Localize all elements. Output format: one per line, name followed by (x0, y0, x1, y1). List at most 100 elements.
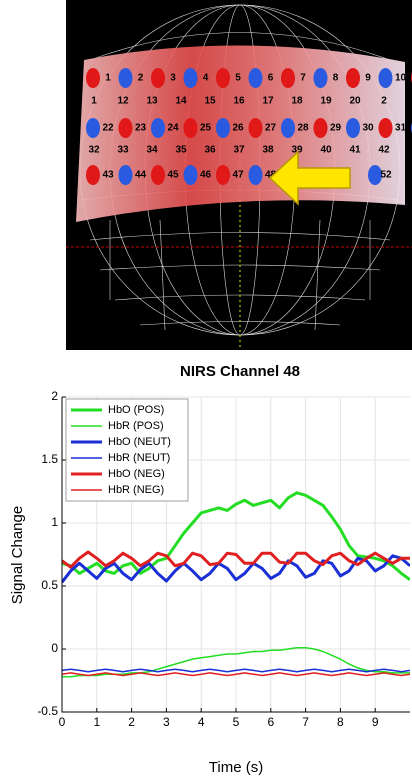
channel-label: 36 (204, 145, 216, 156)
optode (86, 118, 100, 138)
y-tick-label: -0.5 (37, 704, 58, 718)
optode (248, 118, 263, 138)
y-tick-label: 2 (51, 389, 58, 403)
channel-label: 44 (135, 170, 147, 181)
channel-label: 28 (297, 123, 309, 134)
channel-label: 10 (395, 73, 407, 84)
optode (248, 165, 263, 185)
optode (216, 165, 230, 185)
series-line (62, 550, 410, 569)
channel-label: 12 (117, 96, 129, 107)
channel-label: 39 (291, 145, 303, 156)
channel-label: 4 (203, 73, 209, 84)
channel-label: 5 (235, 73, 241, 84)
y-tick-label: 1 (51, 515, 58, 529)
channel-label: 6 (268, 73, 274, 84)
x-tick-label: 5 (233, 715, 240, 729)
optode-layer (86, 68, 412, 185)
optode (248, 68, 263, 88)
channel-label: 38 (262, 145, 274, 156)
channel-label: 19 (320, 96, 332, 107)
channel-label: 52 (380, 170, 392, 181)
legend-label: HbR (POS) (108, 420, 164, 432)
series-line (62, 646, 410, 678)
optode (346, 68, 360, 88)
optode (378, 118, 393, 138)
channel-label: 20 (349, 96, 361, 107)
optode (216, 118, 230, 138)
y-tick-label: 1.5 (41, 452, 58, 466)
channel-label: 3 (170, 73, 176, 84)
optode (86, 165, 100, 185)
channel-label: 30 (362, 123, 374, 134)
x-tick-label: 9 (372, 715, 379, 729)
channel-label: 40 (320, 145, 332, 156)
channel-label: 25 (200, 123, 212, 134)
channel-label: 35 (175, 145, 187, 156)
optode (183, 68, 198, 88)
channel-label: 24 (167, 123, 179, 134)
series-line (62, 554, 410, 584)
x-tick-label: 1 (93, 715, 100, 729)
channel-label: 32 (88, 145, 100, 156)
channel-label: 27 (265, 123, 277, 134)
legend-label: HbO (POS) (108, 404, 164, 416)
channel-label: 17 (262, 96, 274, 107)
channel-label: 45 (167, 170, 179, 181)
optode (118, 118, 133, 138)
channel-label: 1 (91, 96, 97, 107)
channel-label: 22 (102, 123, 114, 134)
optode (151, 68, 165, 88)
x-tick-label: 2 (128, 715, 135, 729)
optode (281, 118, 295, 138)
optode (151, 165, 165, 185)
channel-label: 48 (265, 170, 277, 181)
channel-label: 1 (105, 73, 111, 84)
optode (183, 118, 198, 138)
channel-label: 34 (146, 145, 158, 156)
channel-label: 31 (395, 123, 407, 134)
channel-label: 42 (378, 145, 390, 156)
channel-label: 16 (233, 96, 245, 107)
x-tick-label: 8 (337, 715, 344, 729)
channel-label: 8 (333, 73, 339, 84)
channel-label: 43 (102, 170, 114, 181)
channel-label: 37 (233, 145, 245, 156)
y-axis-label: Signal Change (9, 506, 26, 604)
x-tick-label: 6 (267, 715, 274, 729)
axis-frame (61, 397, 410, 713)
optode (368, 165, 382, 185)
x-tick-label: 3 (163, 715, 170, 729)
x-tick-label: 7 (302, 715, 309, 729)
legend-label: HbO (NEG) (108, 468, 165, 480)
series-line (62, 672, 410, 677)
optode (118, 68, 133, 88)
optode (346, 118, 360, 138)
channel-label: 29 (330, 123, 342, 134)
channel-label: 47 (232, 170, 244, 181)
channel-label: 33 (117, 145, 129, 156)
optode (313, 118, 328, 138)
y-tick-label: 0.5 (41, 578, 58, 592)
channel-label: 7 (300, 73, 306, 84)
channel-label: 2 (381, 96, 387, 107)
optode (313, 68, 328, 88)
series-line (62, 668, 410, 673)
optode (216, 68, 230, 88)
channel-label: 15 (204, 96, 216, 107)
legend-label: HbR (NEG) (108, 484, 164, 496)
channel-label: 18 (291, 96, 303, 107)
optode (151, 118, 165, 138)
arrow (268, 150, 351, 206)
optode (118, 165, 133, 185)
channel-label: 26 (232, 123, 244, 134)
channel-label: 14 (175, 96, 187, 107)
chart-title: NIRS Channel 48 (180, 363, 300, 380)
channel-label: 23 (135, 123, 147, 134)
channel-label: 41 (349, 145, 361, 156)
legend-label: HbR (NEUT) (108, 452, 170, 464)
channel-label: 13 (146, 96, 158, 107)
x-tick-label: 4 (198, 715, 205, 729)
